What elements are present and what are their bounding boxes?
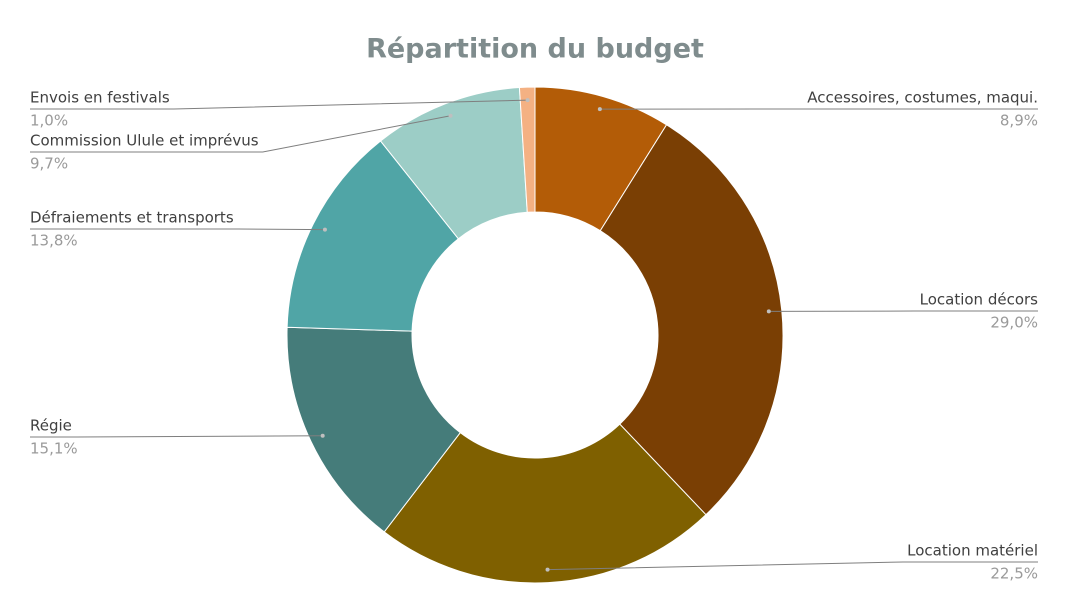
leader-dot xyxy=(322,227,327,232)
slice-value-label: 22,5% xyxy=(990,565,1038,583)
slice-label: Location décors xyxy=(920,291,1039,309)
leader-dot xyxy=(525,98,530,103)
leader-dot xyxy=(766,309,771,314)
leader-dot xyxy=(545,567,550,572)
slice-value-label: 15,1% xyxy=(30,440,78,458)
donut-slice xyxy=(518,86,536,213)
leader-line xyxy=(547,561,1038,571)
slice-label: Accessoires, costumes, maqui. xyxy=(807,89,1038,107)
slice-value-label: 13,8% xyxy=(30,232,78,250)
donut-slice xyxy=(286,326,461,533)
leader-line xyxy=(30,228,325,231)
chart-title: Répartition du budget xyxy=(366,34,704,65)
slice-label: Commission Ulule et imprévus xyxy=(30,132,259,150)
donut-slice xyxy=(286,140,460,332)
slice-value-label: 9,7% xyxy=(30,155,68,173)
donut-slice xyxy=(383,423,707,584)
slice-label: Envois en festivals xyxy=(30,89,170,107)
leader-line xyxy=(30,115,451,153)
slice-label: Régie xyxy=(30,417,72,435)
leader-line xyxy=(30,435,323,438)
slice-label: Défraiements et transports xyxy=(30,209,234,227)
slice-value-label: 1,0% xyxy=(30,112,68,130)
donut-slice xyxy=(599,124,784,516)
slice-label: Location matériel xyxy=(907,542,1038,560)
leader-dot xyxy=(597,107,602,112)
leader-dot xyxy=(448,113,453,118)
slice-value-label: 8,9% xyxy=(1000,112,1038,130)
leader-line xyxy=(30,99,528,110)
slice-value-label: 29,0% xyxy=(990,314,1038,332)
leader-dot xyxy=(320,433,325,438)
